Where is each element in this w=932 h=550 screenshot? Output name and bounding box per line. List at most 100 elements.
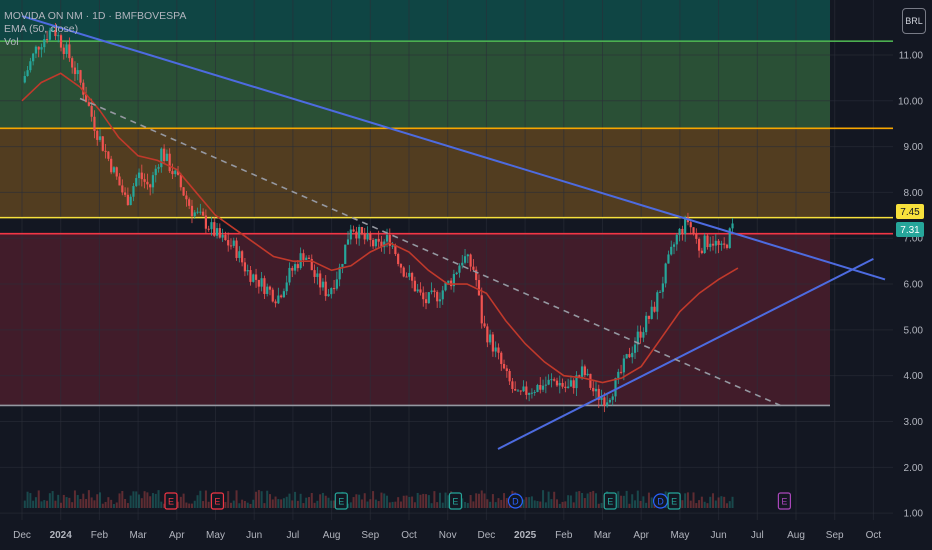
- candle-body: [427, 292, 430, 304]
- volume-bar: [725, 503, 728, 508]
- volume-bar: [34, 497, 37, 508]
- volume-bar: [628, 503, 631, 508]
- time-tick-label: 2025: [514, 530, 537, 541]
- candle-body: [352, 229, 355, 232]
- candle-body: [360, 227, 364, 235]
- time-axis[interactable]: Dec 2024 Feb Mar Apr May Jun Jul Aug Sep Oct Nov Dec…: [0, 520, 932, 550]
- candle-body: [430, 290, 433, 293]
- candle-body: [578, 375, 581, 377]
- candle-body: [274, 301, 277, 304]
- volume-bar: [561, 501, 564, 508]
- candle-body: [79, 70, 82, 83]
- candle-body: [165, 153, 168, 161]
- volume-bar: [104, 501, 107, 508]
- volume-bar: [238, 503, 241, 508]
- volume-bar: [600, 502, 603, 508]
- candle-body: [528, 392, 531, 395]
- volume-bar: [539, 501, 542, 508]
- price-tick-label: 10.00: [898, 96, 923, 107]
- candle-body: [583, 366, 586, 376]
- time-tick-label: Dec: [478, 530, 496, 541]
- volume-bar: [360, 499, 363, 508]
- volume-bar: [723, 496, 726, 508]
- volume-bar: [472, 501, 475, 508]
- volume-bar: [427, 495, 430, 508]
- candle-body: [241, 251, 244, 263]
- volume-bar: [709, 496, 712, 508]
- volume-bar: [372, 491, 375, 508]
- candle-body: [647, 315, 651, 319]
- volume-bar: [246, 502, 249, 508]
- candle-body: [227, 240, 230, 246]
- volume-bar: [684, 493, 687, 508]
- volume-bar: [149, 496, 152, 508]
- candle-body: [32, 53, 35, 62]
- volume-bar: [408, 496, 411, 508]
- volume-bar: [296, 500, 299, 508]
- candle-body: [185, 195, 188, 200]
- volume-bar: [712, 493, 715, 508]
- legend-volume[interactable]: Vol: [4, 36, 19, 48]
- legend-indicator[interactable]: EMA (50, close): [4, 23, 79, 35]
- legend-symbol[interactable]: MOVIDA ON NM · 1D · BMFBOVESPA: [4, 10, 187, 22]
- candle-body: [472, 266, 475, 270]
- candle-body: [667, 254, 670, 264]
- volume-bar: [310, 492, 313, 508]
- volume-bar: [199, 490, 202, 508]
- price-axis[interactable]: 11.00 10.00 9.00 8.00 7.00 6.00 5.00 4.00 3.00 2.…: [893, 0, 932, 550]
- volume-bar: [257, 490, 260, 508]
- volume-bar: [302, 503, 305, 508]
- volume-bar: [193, 500, 196, 508]
- candle-body: [341, 263, 344, 267]
- candle-body: [202, 211, 205, 216]
- candle-body: [525, 386, 528, 395]
- candle-body: [224, 234, 227, 241]
- candle-body: [71, 58, 74, 68]
- price-tick-label: 2.00: [904, 463, 924, 474]
- candle-body: [433, 290, 436, 292]
- volume-bar: [126, 503, 129, 508]
- volume-bar: [464, 501, 467, 508]
- volume-bar: [505, 498, 508, 508]
- candle-body: [600, 397, 603, 400]
- candle-body: [115, 167, 118, 177]
- volume-bar: [397, 497, 400, 508]
- volume-bar: [160, 501, 163, 508]
- volume-bar: [461, 498, 464, 508]
- volume-bar: [110, 499, 113, 508]
- candle-body: [332, 288, 336, 290]
- candle-body: [313, 270, 316, 277]
- candle-body: [614, 377, 617, 397]
- candle-body: [567, 386, 570, 388]
- candle-body: [110, 158, 113, 173]
- volume-bar: [533, 500, 536, 508]
- volume-bar: [503, 493, 506, 508]
- volume-bar: [650, 497, 653, 508]
- candle-body: [293, 264, 297, 271]
- event-marker-label: E: [781, 497, 787, 507]
- candle-body: [653, 306, 656, 312]
- currency-button[interactable]: BRL: [902, 8, 926, 34]
- candle-body: [277, 295, 280, 304]
- volume-bar: [597, 503, 600, 508]
- candle-body: [65, 44, 68, 54]
- candle-body: [561, 382, 564, 387]
- volume-bar: [48, 493, 51, 508]
- candle-body: [366, 233, 369, 240]
- candle-body: [96, 130, 99, 140]
- candle-body: [541, 385, 545, 390]
- candle-body: [564, 386, 567, 388]
- volume-bar: [491, 494, 494, 508]
- candle-body: [675, 234, 678, 245]
- price-zone-1: [0, 41, 830, 129]
- candle-body: [146, 181, 149, 185]
- volume-bar: [642, 496, 645, 508]
- volume-bar: [87, 490, 90, 508]
- volume-bar: [291, 500, 294, 508]
- volume-bar: [132, 491, 135, 508]
- candle-body: [288, 267, 291, 283]
- candle-body: [519, 390, 522, 392]
- volume-bar: [40, 501, 43, 508]
- candle-body: [48, 30, 51, 40]
